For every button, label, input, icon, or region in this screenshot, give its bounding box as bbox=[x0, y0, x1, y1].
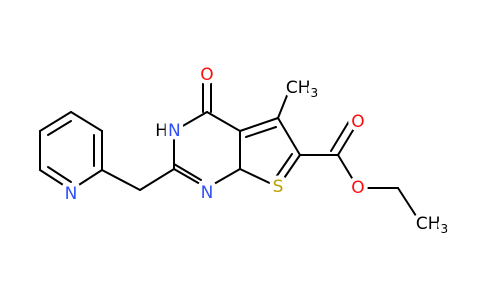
atom-label: CH bbox=[416, 214, 441, 234]
atom-label: O bbox=[200, 65, 213, 85]
atom-label: O bbox=[351, 112, 364, 132]
atom-label: N bbox=[65, 184, 78, 204]
atom-label: N bbox=[168, 121, 181, 141]
atom-label: S bbox=[273, 177, 284, 197]
atom-subscript: 3 bbox=[441, 222, 449, 236]
atom-label: N bbox=[201, 183, 214, 203]
atom-prefix: H bbox=[155, 121, 168, 141]
atom-label: HN bbox=[155, 121, 181, 141]
atom-subscript: 3 bbox=[311, 86, 319, 100]
atom-label: CH3 bbox=[286, 78, 318, 100]
bonds bbox=[39, 74, 421, 223]
atom-label: CH3 bbox=[416, 214, 448, 236]
atom-label: O bbox=[351, 178, 364, 198]
atom-labels: O CH3 HN N N S O O CH3 bbox=[61, 61, 453, 240]
atom-label: CH bbox=[286, 78, 311, 98]
